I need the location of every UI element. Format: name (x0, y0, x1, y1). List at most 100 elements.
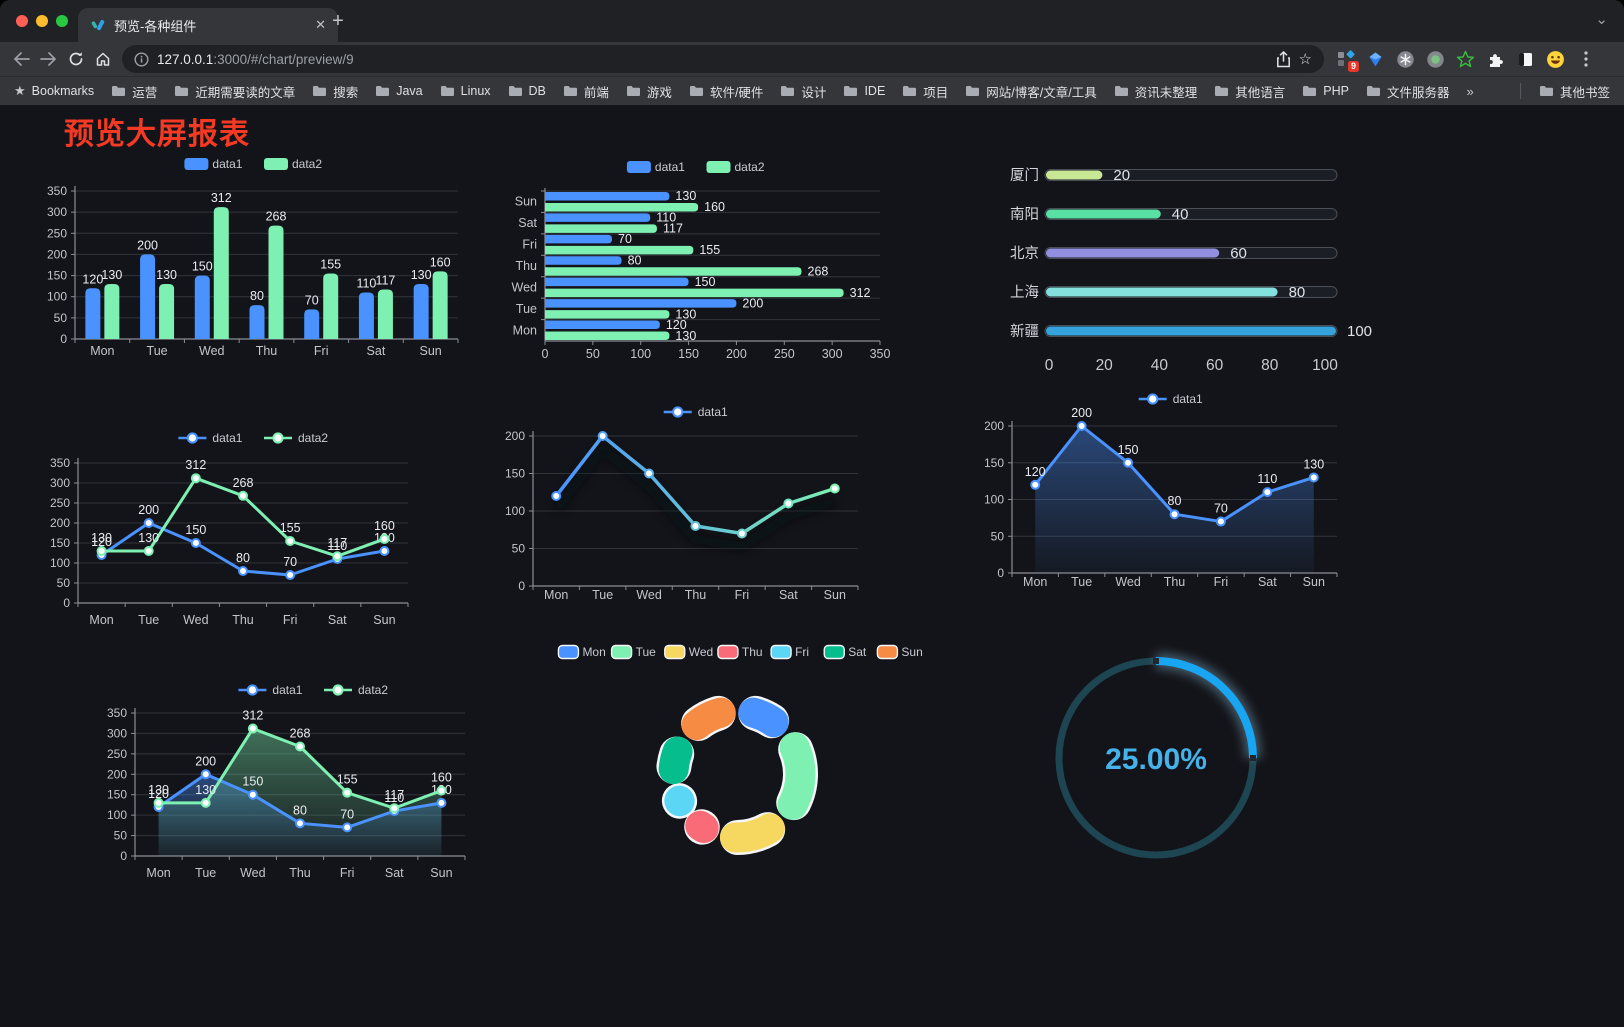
svg-text:60: 60 (1230, 245, 1247, 262)
folder-icon (1214, 85, 1229, 97)
bookmark-folder-item[interactable]: DB (508, 84, 546, 98)
svg-text:data2: data2 (735, 160, 765, 174)
back-button[interactable] (8, 46, 35, 73)
svg-text:Wed: Wed (689, 645, 713, 659)
green-dot-extension-icon[interactable] (1426, 50, 1445, 69)
bookmark-folder-item[interactable]: 资讯未整理 (1114, 82, 1197, 101)
minimize-window-button[interactable] (36, 15, 48, 27)
svg-text:20: 20 (1113, 167, 1130, 184)
svg-text:130: 130 (156, 268, 177, 282)
svg-text:60: 60 (1206, 357, 1224, 374)
svg-text:50: 50 (991, 529, 1005, 543)
svg-text:268: 268 (808, 265, 829, 279)
svg-text:155: 155 (699, 243, 720, 257)
svg-text:130: 130 (138, 531, 159, 545)
donut-pie-chart[interactable]: Mon Tue Wed Thu Fri Sat Sun (540, 636, 940, 903)
svg-text:130: 130 (411, 268, 432, 282)
svg-text:50: 50 (512, 542, 526, 556)
svg-text:160: 160 (704, 200, 725, 214)
folder-icon (780, 85, 795, 97)
svg-text:120: 120 (91, 535, 112, 549)
svg-text:100: 100 (1312, 357, 1338, 374)
bookmark-folder-item[interactable]: 运营 (111, 82, 157, 101)
svg-text:100: 100 (630, 347, 651, 361)
bookmark-folder-item[interactable]: 设计 (780, 82, 826, 101)
bookmark-folder-item[interactable]: PHP (1302, 84, 1349, 98)
c2-canvas: data1 data2 0 50 100 150 200 250 300 350 Sun 130 160… (512, 160, 891, 361)
svg-text:80: 80 (1261, 357, 1279, 374)
site-info-icon[interactable] (134, 51, 149, 67)
multi-line-chart[interactable]: data1 data2 0 50 100 150 200 250 300 350 Mon Tue Wed… (40, 421, 470, 648)
svg-text:50: 50 (57, 576, 71, 590)
folder-icon (111, 85, 126, 97)
c3-canvas: 厦门 20 南阳 40 北京 60 上海 80 新疆 100 0 20 40 60 80 100 (1010, 167, 1372, 374)
other-bookmarks-label: 其他书签 (1559, 85, 1610, 100)
svg-text:Sat: Sat (328, 613, 347, 627)
bookmark-folder-item[interactable]: IDE (843, 84, 885, 98)
svg-text:120: 120 (82, 272, 103, 286)
svg-text:350: 350 (50, 456, 70, 470)
extension-grid-icon[interactable]: 9 (1336, 50, 1359, 72)
svg-text:40: 40 (1151, 357, 1169, 374)
c9-canvas: 25.00% (1055, 653, 1261, 859)
svg-text:Mon: Mon (544, 588, 568, 602)
svg-text:150: 150 (505, 467, 525, 481)
grouped-bar-chart[interactable]: data1 data2 0 50 100 150 200 250 300 350 Mon Tue Wed… (40, 151, 470, 378)
svg-text:Sun: Sun (515, 195, 537, 209)
puzzle-extensions-icon[interactable] (1486, 50, 1505, 69)
tab-strip-chevron-icon[interactable]: ⌄ (1595, 11, 1608, 28)
horizontal-bar-chart[interactable]: data1 data2 0 50 100 150 200 250 300 350 Sun 130 160… (505, 151, 891, 378)
bookmark-folder-item[interactable]: 游戏 (626, 82, 672, 101)
bookmarks-overflow-chevron[interactable]: » (1466, 83, 1474, 99)
bookmark-folder-item[interactable]: 搜索 (312, 82, 358, 101)
address-bar[interactable]: 127.0.0.1:3000/#/chart/preview/9 ☆ (122, 45, 1324, 73)
city-progress-chart[interactable]: 厦门 20 南阳 40 北京 60 上海 80 新疆 100 0 20 40 60 80 100 (995, 159, 1380, 392)
folder-icon (902, 85, 917, 97)
bookmark-folder-item[interactable]: Linux (440, 84, 491, 98)
bookmark-folder-item[interactable]: 其他语言 (1214, 82, 1285, 101)
dual-area-chart[interactable]: data1 data2 0 50 100 150 200 250 300 350 Mon Tue Wed… (100, 673, 530, 900)
svg-text:300: 300 (50, 476, 70, 490)
gem-extension-icon[interactable] (1366, 50, 1385, 69)
bookmarks-root-item[interactable]: ★ Bookmarks (14, 83, 94, 99)
tab-close-icon[interactable]: ✕ (315, 17, 326, 32)
new-tab-button[interactable]: + (332, 10, 344, 32)
browser-tab[interactable]: 预览-各种组件 ✕ (78, 8, 338, 42)
svg-text:100: 100 (47, 290, 67, 304)
share-icon[interactable] (1276, 50, 1291, 68)
green-star-extension-icon[interactable] (1456, 50, 1475, 69)
bookmark-folder-item[interactable]: 网站/博客/文章/工具 (965, 82, 1097, 101)
bookmark-folder-item[interactable]: 项目 (902, 82, 948, 101)
split-square-extension-icon[interactable] (1516, 50, 1535, 69)
percentage-gauge-chart[interactable]: 25.00% (1040, 641, 1285, 886)
svg-text:300: 300 (822, 347, 843, 361)
bookmarks-root-label: Bookmarks (31, 84, 95, 98)
svg-text:200: 200 (505, 429, 525, 443)
home-button[interactable] (89, 46, 116, 73)
url-text: 127.0.0.1:3000/#/chart/preview/9 (157, 52, 354, 67)
close-window-button[interactable] (16, 15, 28, 27)
bookmark-folder-item[interactable]: 软件/硬件 (689, 82, 763, 101)
bookmark-folder-item[interactable]: 前端 (563, 82, 609, 101)
gradient-line-chart[interactable]: data1 0 50 100 150 200 Mon Tue Wed Thu Fri Sat Sun (505, 396, 890, 621)
bookmark-star-icon[interactable]: ☆ (1298, 50, 1312, 68)
snowflake-extension-icon[interactable] (1396, 50, 1415, 69)
zoom-window-button[interactable] (56, 15, 68, 27)
svg-text:350: 350 (47, 184, 67, 198)
other-bookmarks-item[interactable]: 其他书签 (1539, 82, 1610, 101)
svg-text:40: 40 (1172, 206, 1189, 223)
svg-text:Sat: Sat (1258, 575, 1277, 589)
svg-text:Sun: Sun (1303, 575, 1325, 589)
bookmark-folder-item[interactable]: Java (375, 84, 423, 98)
svg-text:160: 160 (374, 519, 395, 533)
svg-text:155: 155 (337, 773, 358, 787)
reload-button[interactable] (62, 46, 89, 73)
emoji-extension-icon[interactable] (1546, 50, 1565, 69)
browser-menu-icon[interactable] (1576, 50, 1595, 69)
bookmark-folder-item[interactable]: 文件服务器 (1366, 82, 1449, 101)
bookmark-folder-item[interactable]: 近期需要读的文章 (174, 82, 295, 101)
area-line-chart[interactable]: data1 0 50 100 150 200 Mon Tue Wed Thu Fri Sat Sun 12… (984, 386, 1360, 607)
url-path: :3000/#/chart/preview/9 (213, 51, 354, 67)
forward-button[interactable] (35, 46, 62, 73)
svg-text:Wed: Wed (512, 280, 538, 294)
